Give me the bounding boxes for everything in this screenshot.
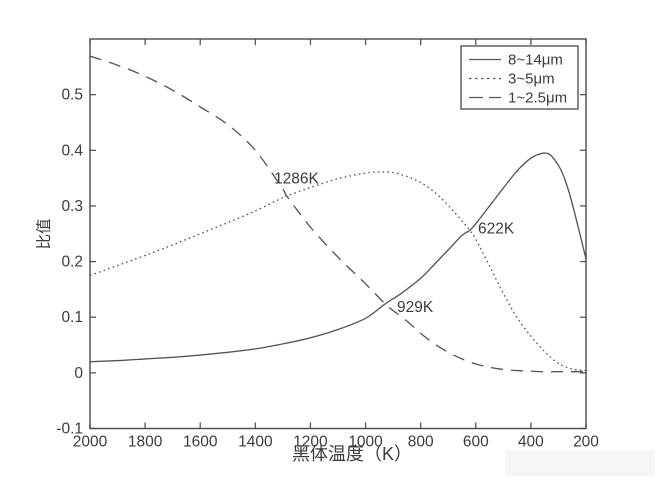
- y-axis-title: 比值: [35, 218, 53, 249]
- y-tick-label: 0.3: [61, 198, 83, 215]
- y-tick-label: 0.5: [61, 87, 83, 104]
- annotation-label: 1286K: [274, 171, 319, 188]
- series-solid: [89, 152, 587, 363]
- x-tick-label: 2000: [73, 434, 108, 451]
- x-tick-label: 200: [573, 434, 599, 451]
- y-tick-label: 0.1: [61, 309, 83, 326]
- y-tick-label: 0.2: [61, 254, 83, 271]
- watermark-area: [505, 450, 655, 476]
- legend-label: 8~14μm: [508, 52, 563, 69]
- data-curves: [89, 55, 587, 373]
- x-tick-label: 400: [518, 434, 544, 451]
- annotation-label: 929K: [397, 299, 434, 316]
- x-tick-label: 800: [408, 434, 434, 451]
- x-tick-label: 1800: [128, 434, 163, 451]
- y-tick-label: 0.4: [61, 142, 83, 159]
- y-tick-label: -0.1: [56, 421, 83, 438]
- y-tick-label: 0: [74, 365, 83, 382]
- axis-tick-labels: 2000 1800 1600 1400 1200 1000 800 600 400 200 -0.1…: [56, 87, 599, 451]
- legend-border: [460, 45, 579, 110]
- x-tick-label: 600: [463, 434, 489, 451]
- annotation-label: 622K: [478, 221, 515, 238]
- x-tick-label: 1000: [348, 434, 383, 451]
- plot-border: [89, 38, 587, 430]
- legend-box: 8~14μm 3~5μm 1~2.5μm: [460, 45, 579, 110]
- x-tick-label: 1200: [293, 434, 328, 451]
- series-dotted: [89, 171, 587, 372]
- x-tick-label: 1600: [183, 434, 218, 451]
- x-tick-label: 1400: [238, 434, 273, 451]
- legend-label: 1~2.5μm: [508, 90, 567, 107]
- curve-annotations: 1286K 929K 622K: [274, 171, 515, 317]
- legend-label: 3~5μm: [508, 71, 555, 88]
- axis-ticks: [89, 39, 587, 430]
- x-axis-title: 黑体温度（K）: [292, 444, 412, 464]
